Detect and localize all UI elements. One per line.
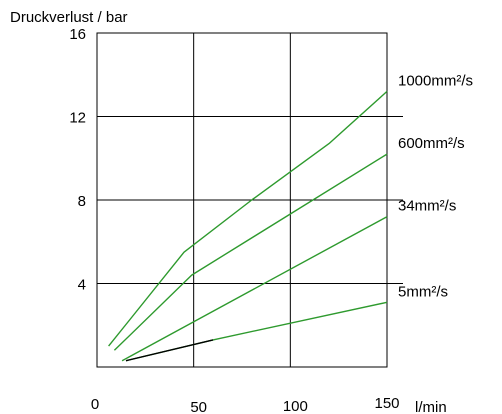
series-label-3: 5mm²/s: [398, 283, 448, 300]
series-line-2: [121, 216, 388, 362]
x-tick-label-0: 0: [91, 396, 99, 413]
series-label-1: 600mm²/s: [398, 135, 465, 152]
gridlines: [97, 33, 403, 367]
y-tick-label-12: 12: [69, 110, 86, 127]
series-line-0: [108, 90, 388, 347]
x-tick-label-150: 150: [374, 395, 399, 412]
y-tick-label-4: 4: [78, 277, 86, 294]
plot-area-frame: [96, 32, 388, 368]
x-axis-label: l/min: [415, 399, 447, 414]
y-tick-label-16: 16: [69, 26, 86, 43]
x-tick-label-100: 100: [283, 398, 308, 414]
series-line-1: [113, 153, 388, 351]
series-labels: 1000mm²/s 600mm²/s 34mm²/s 5mm²/s: [398, 72, 473, 300]
x-tick-label-50: 50: [190, 399, 207, 414]
y-tick-label-8: 8: [78, 193, 86, 210]
series-line-4: [125, 339, 214, 362]
y-axis-label: Druckverlust / bar: [10, 9, 128, 26]
tick-labels: 4 8 12 16 0 50 100 150: [69, 26, 399, 414]
series-lines: [108, 90, 388, 362]
series-label-2: 34mm²/s: [398, 198, 456, 215]
series-label-0: 1000mm²/s: [398, 72, 473, 89]
